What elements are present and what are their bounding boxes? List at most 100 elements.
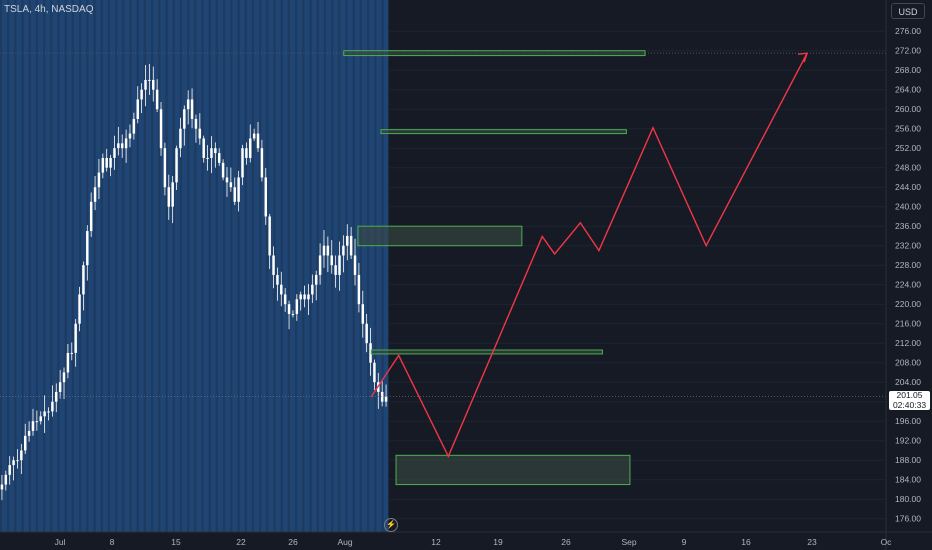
candle-body <box>303 294 306 300</box>
currency-button[interactable]: USD <box>891 3 925 19</box>
candle-body <box>20 450 23 461</box>
session-stripe <box>383 0 389 532</box>
candle-body <box>167 187 171 207</box>
candle-body <box>346 235 349 246</box>
time-tick-label: 9 <box>682 537 687 547</box>
price-tick-label: 208.00 <box>895 358 921 368</box>
session-stripe <box>153 0 159 532</box>
candle-body <box>78 294 81 324</box>
candle-body <box>330 255 333 266</box>
candle-body <box>120 143 124 149</box>
session-stripe <box>297 0 303 532</box>
candle-body <box>124 138 128 149</box>
candle-body <box>237 177 240 202</box>
session-stripe <box>203 0 209 532</box>
candle-body <box>186 99 190 110</box>
candle-body <box>252 133 256 139</box>
time-tick-label: 23 <box>807 537 817 547</box>
candle-body <box>194 118 198 129</box>
candle-body <box>326 245 330 256</box>
price-tick-label: 268.00 <box>895 65 921 75</box>
price-tick-label: 252.00 <box>895 143 921 153</box>
session-stripe <box>23 0 29 532</box>
candle-body <box>214 148 217 154</box>
candle-body <box>225 177 229 183</box>
candle-body <box>159 109 163 149</box>
session-stripe <box>326 0 331 532</box>
price-tick-label: 240.00 <box>895 202 921 212</box>
candle-body <box>58 382 62 392</box>
session-stripe <box>88 0 94 532</box>
price-zone <box>357 225 523 247</box>
candle-body <box>291 313 295 315</box>
candle-body <box>70 352 74 354</box>
lightning-icon[interactable]: ⚡ <box>384 518 398 532</box>
price-tick-label: 220.00 <box>895 299 921 309</box>
candle-body <box>357 274 361 305</box>
candle-body <box>249 138 252 158</box>
session-stripe <box>376 0 382 532</box>
price-tick-label: 184.00 <box>895 475 921 485</box>
price-tick-label: 212.00 <box>895 338 921 348</box>
price-tick-label: 188.00 <box>895 455 921 465</box>
candle-body <box>179 128 182 149</box>
candle-body <box>152 79 155 90</box>
candle-body <box>93 187 97 202</box>
session-stripe <box>52 0 58 532</box>
session-stripe <box>110 0 115 532</box>
price-zone <box>380 129 627 135</box>
price-tick-label: 264.00 <box>895 85 921 95</box>
candle-body <box>256 133 260 149</box>
time-tick-label: Oc <box>881 537 893 547</box>
candle-body <box>295 299 299 314</box>
time-tick-label: 22 <box>236 537 246 547</box>
projection-path <box>370 52 808 458</box>
candle-body <box>74 323 77 353</box>
price-zone <box>343 50 646 57</box>
time-tick-label: 15 <box>171 537 181 547</box>
candle-body <box>43 411 46 417</box>
candle-body <box>311 284 314 295</box>
price-tick-label: 228.00 <box>895 260 921 270</box>
candle-body <box>217 153 221 163</box>
session-stripe <box>275 0 281 532</box>
time-tick-label: Aug <box>337 537 352 547</box>
candle-body <box>136 99 139 119</box>
candle-body <box>155 89 159 110</box>
session-stripe <box>268 0 274 532</box>
candle-body <box>342 245 345 256</box>
candle-body <box>198 128 202 139</box>
candle-body <box>361 304 365 324</box>
session-stripe <box>124 0 130 532</box>
candle-body <box>314 274 318 285</box>
candle-body <box>82 265 85 295</box>
price-tick-label: 180.00 <box>895 494 921 504</box>
session-stripe <box>30 0 36 532</box>
session-stripe <box>117 0 123 532</box>
session-stripe <box>196 0 202 532</box>
candle-body <box>8 465 11 475</box>
session-stripe <box>95 0 101 532</box>
session-stripe <box>362 0 367 532</box>
session-stripe <box>66 0 72 532</box>
session-stripe <box>369 0 375 532</box>
time-tick-label: 26 <box>561 537 571 547</box>
candle-body <box>148 79 151 81</box>
candle-body <box>183 109 186 129</box>
candle-body <box>268 216 271 256</box>
candle-body <box>12 460 15 466</box>
time-tick-label: 12 <box>431 537 441 547</box>
candle-body <box>318 255 322 275</box>
candle-body <box>86 231 89 266</box>
session-stripe <box>2 0 7 532</box>
candle-body <box>190 99 194 119</box>
session-stripe <box>261 0 267 532</box>
session-stripe <box>167 0 173 532</box>
candle-body <box>55 391 58 402</box>
symbol-title[interactable]: TSLA, 4h, NASDAQ <box>4 4 94 15</box>
candle-body <box>4 474 8 485</box>
candle-body <box>264 177 268 217</box>
time-tick-label: Jul <box>55 537 66 547</box>
candle-body <box>233 187 236 202</box>
